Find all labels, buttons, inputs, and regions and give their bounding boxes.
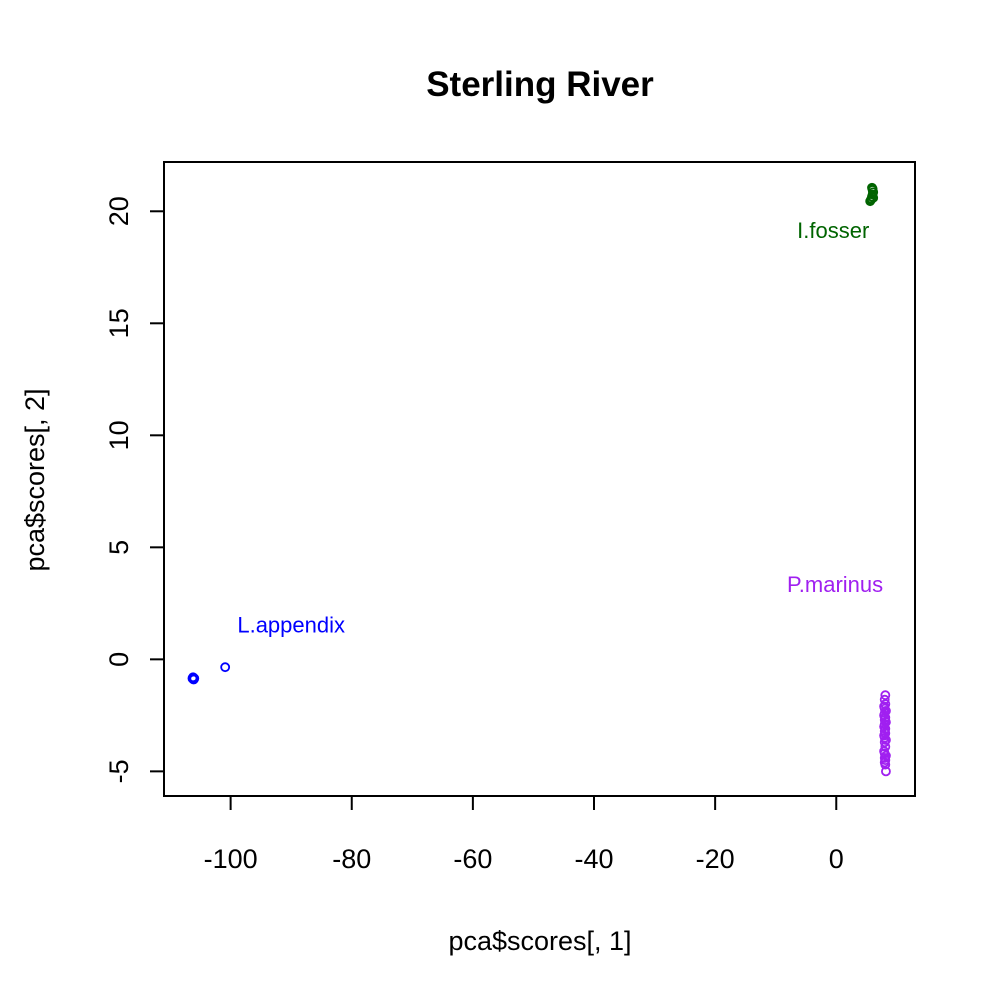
y-tick-label: 0 [104, 652, 134, 667]
data-point [868, 192, 879, 203]
data-point [879, 737, 890, 748]
y-axis: -5 0 5 10 15 20 [104, 196, 165, 783]
series-label: I.fosser [797, 218, 869, 243]
data-point [879, 694, 890, 705]
x-tick-label: -100 [204, 844, 258, 874]
y-tick-label: -5 [104, 759, 134, 783]
plot-frame [163, 161, 916, 797]
x-axis-label: pca$scores[, 1] [448, 926, 631, 956]
series-label: L.appendix [237, 612, 345, 637]
series-label: P.marinus [787, 572, 883, 597]
x-tick-label: -20 [696, 844, 735, 874]
x-tick-label: -80 [332, 844, 371, 874]
y-tick-label: 20 [104, 196, 134, 226]
x-tick-label: -60 [453, 844, 492, 874]
x-axis: -100 -80 -60 -40 -20 0 [204, 795, 844, 874]
x-tick-label: 0 [829, 844, 844, 874]
data-point [865, 195, 876, 205]
y-tick-label: 15 [104, 308, 134, 338]
x-tick-label: -40 [574, 844, 613, 874]
data-points [187, 182, 891, 777]
data-point [220, 662, 231, 673]
y-axis-label: pca$scores[, 2] [20, 388, 50, 571]
data-point [880, 759, 891, 770]
y-tick-label: 10 [104, 420, 134, 450]
data-point [881, 766, 891, 777]
chart-title: Sterling River [426, 65, 654, 104]
y-tick-label: 5 [104, 540, 134, 555]
data-point [880, 741, 891, 752]
data-point [188, 674, 198, 684]
series-labels: L.appendix I.fosser P.marinus [237, 218, 883, 637]
data-point [867, 183, 878, 194]
data-point [880, 690, 891, 701]
